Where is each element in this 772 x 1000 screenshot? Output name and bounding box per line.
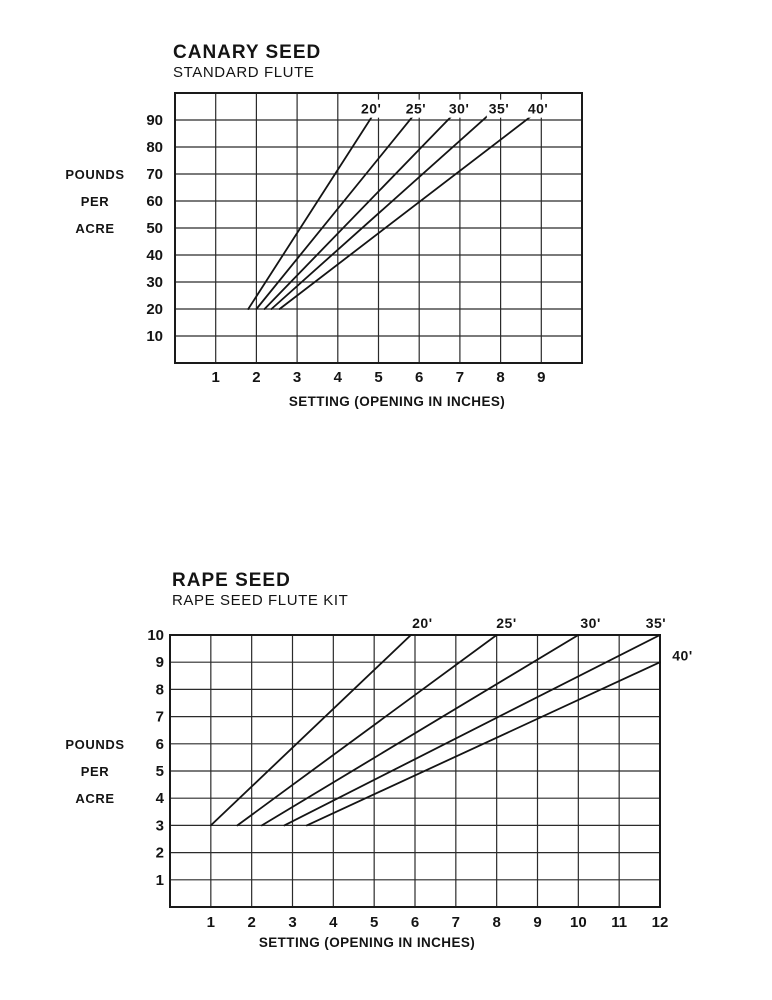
y-tick-label: 20 xyxy=(146,301,163,318)
x-tick-label: 3 xyxy=(288,914,296,931)
y-tick-label: 3 xyxy=(156,817,164,834)
y-tick-label: 60 xyxy=(146,193,163,210)
x-tick-label: 4 xyxy=(334,369,343,386)
y-tick-label: 10 xyxy=(146,328,163,345)
chart-title: CANARY SEED xyxy=(173,42,321,63)
rape-seed-plot: RAPE SEED RAPE SEED FLUTE KIT 20' 25' 30' 3… xyxy=(65,570,695,950)
y-tick-label: 30 xyxy=(146,274,163,291)
y-tick-label: 50 xyxy=(146,220,163,237)
series-label-backing xyxy=(358,99,384,118)
y-axis-unit-line: ACRE xyxy=(75,791,114,806)
series-line xyxy=(260,634,580,827)
series-line xyxy=(270,115,489,310)
y-axis-unit-line: POUNDS xyxy=(65,167,124,182)
series-line xyxy=(305,661,661,827)
series-label: 40' xyxy=(528,101,548,117)
series-line xyxy=(263,115,453,310)
x-tick-label: 9 xyxy=(537,369,545,386)
x-tick-label: 9 xyxy=(533,914,541,931)
canary-seed-chart: CANARY SEED STANDARD FLUTE 20' 25' 30' 35' 4… xyxy=(30,25,620,425)
series-label-backing xyxy=(446,99,472,118)
series-line xyxy=(255,115,414,310)
y-tick-label: 90 xyxy=(146,112,163,129)
y-tick-label: 80 xyxy=(146,139,163,156)
x-tick-label: 7 xyxy=(452,914,460,931)
y-tick-label: 9 xyxy=(156,654,164,671)
x-tick-label: 7 xyxy=(456,369,464,386)
x-tick-label: 6 xyxy=(415,369,423,386)
x-tick-label: 1 xyxy=(207,914,215,931)
y-tick-label: 70 xyxy=(146,166,163,183)
x-tick-label: 11 xyxy=(611,914,627,931)
x-tick-label: 3 xyxy=(293,369,301,386)
series-label-backing xyxy=(486,99,512,118)
y-tick-label: 6 xyxy=(156,736,164,753)
y-tick-label: 5 xyxy=(156,763,164,780)
canary-seed-plot: CANARY SEED STANDARD FLUTE 20' 25' 30' 35' 4… xyxy=(65,42,583,409)
y-axis-unit-line: ACRE xyxy=(75,221,114,236)
chart-title: RAPE SEED xyxy=(172,570,291,591)
series-label-backing xyxy=(403,99,429,118)
y-tick-label: 1 xyxy=(156,872,164,889)
series-line xyxy=(209,634,412,827)
plot-generated-content: 20' 25' 30' 35'40'1 2 3 4 5 6 7 8 9 10 11 121234567891… xyxy=(65,613,695,931)
series-line xyxy=(283,634,661,827)
plot-border xyxy=(174,92,583,364)
x-tick-label: 10 xyxy=(570,914,587,931)
chart-subtitle: RAPE SEED FLUTE KIT xyxy=(172,592,348,609)
x-axis-title: SETTING (OPENING IN INCHES) xyxy=(289,394,505,409)
y-tick-label: 4 xyxy=(156,790,165,807)
series-label-backing xyxy=(643,613,669,632)
series-label: 30' xyxy=(449,101,469,117)
series-line xyxy=(236,634,498,827)
y-tick-label: 40 xyxy=(146,247,163,264)
series-label-backing xyxy=(410,613,435,632)
series-label: 30' xyxy=(580,615,600,631)
series-label-backing xyxy=(525,99,551,118)
y-tick-label: 10 xyxy=(147,627,164,644)
series-label: 35' xyxy=(489,101,509,117)
plot-border xyxy=(169,634,661,908)
x-tick-label: 5 xyxy=(370,914,378,931)
x-tick-label: 4 xyxy=(329,914,338,931)
x-tick-label: 6 xyxy=(411,914,419,931)
series-label: 20' xyxy=(361,101,381,117)
x-tick-label: 2 xyxy=(252,369,260,386)
series-label: 35' xyxy=(646,615,666,631)
series-line xyxy=(247,115,374,310)
series-label: 20' xyxy=(412,615,432,631)
y-tick-label: 2 xyxy=(156,845,164,862)
series-label: 25' xyxy=(496,615,516,631)
series-label-backing xyxy=(670,646,695,665)
series-label-backing xyxy=(494,613,519,632)
x-tick-label: 2 xyxy=(247,914,255,931)
y-tick-label: 7 xyxy=(156,709,164,726)
x-tick-label: 8 xyxy=(492,914,500,931)
series-label: 25' xyxy=(406,101,426,117)
x-tick-label: 1 xyxy=(212,369,220,386)
y-axis-unit-line: POUNDS xyxy=(65,737,124,752)
y-tick-label: 8 xyxy=(156,681,164,698)
x-axis-title: SETTING (OPENING IN INCHES) xyxy=(259,935,475,950)
chart-subtitle: STANDARD FLUTE xyxy=(173,64,314,81)
series-label: 40' xyxy=(672,647,692,663)
y-axis-unit-line: PER xyxy=(81,194,110,209)
series-label-backing xyxy=(578,613,603,632)
x-tick-label: 12 xyxy=(652,914,669,931)
x-tick-label: 8 xyxy=(496,369,504,386)
series-line xyxy=(278,115,533,310)
x-tick-label: 5 xyxy=(374,369,382,386)
plot-generated-content: 20' 25' 30' 35' 40' 1 2 3 4 5 6 7 8 9 10 20 30 40 50 60 70 80… xyxy=(65,92,583,386)
rape-seed-chart: RAPE SEED RAPE SEED FLUTE KIT 20' 25' 30' 3… xyxy=(30,555,742,960)
y-axis-unit-line: PER xyxy=(81,764,110,779)
